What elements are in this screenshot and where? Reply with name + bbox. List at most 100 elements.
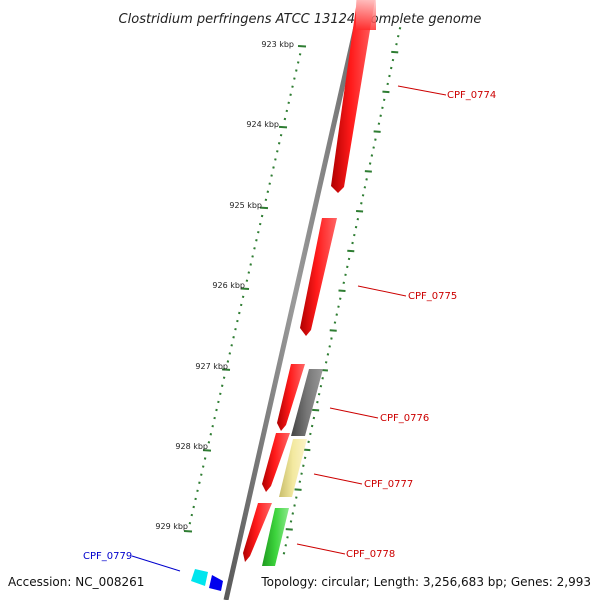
tick-label-929: 929 kbp	[155, 522, 188, 531]
minor-tick	[274, 158, 277, 161]
gene-cpf-0778[interactable]	[243, 503, 272, 562]
major-tick	[259, 206, 269, 210]
outer-major-tick	[382, 90, 390, 94]
minor-tick	[251, 255, 254, 258]
outer-minor-tick	[330, 337, 333, 340]
minor-tick	[289, 93, 292, 96]
outer-minor-tick	[365, 178, 368, 181]
gene-khaki-feature[interactable]	[279, 439, 307, 497]
outer-minor-tick	[374, 138, 377, 141]
outer-major-tick	[364, 170, 372, 173]
minor-tick	[257, 230, 260, 234]
genome-backbone	[223, 0, 365, 600]
minor-tick	[276, 150, 279, 153]
gene-label-cpf-0776[interactable]: CPF_0776	[380, 413, 429, 424]
outer-minor-tick	[295, 496, 298, 499]
minor-tick	[217, 400, 220, 404]
outer-minor-tick	[335, 313, 338, 316]
minor-tick	[298, 53, 302, 56]
minor-tick	[272, 166, 275, 169]
outer-minor-tick	[326, 353, 330, 356]
minor-tick	[226, 360, 230, 363]
gene-cpf-0777[interactable]	[262, 433, 290, 492]
outer-major-tick	[329, 329, 337, 332]
minor-tick	[190, 513, 194, 517]
minor-tick	[211, 424, 214, 428]
gene-green-feature[interactable]	[262, 508, 289, 566]
gene-cpf-0774-highlight	[356, 0, 376, 30]
outer-minor-tick	[396, 34, 400, 38]
minor-tick	[200, 473, 203, 476]
outer-minor-tick	[370, 154, 374, 157]
outer-major-tick	[356, 209, 364, 213]
gene-label-cpf-0777[interactable]: CPF_0777	[364, 479, 413, 490]
minor-tick	[188, 521, 192, 525]
outer-minor-tick	[324, 361, 328, 364]
outer-minor-tick	[302, 464, 305, 467]
minor-tick	[203, 457, 207, 460]
minor-tick	[215, 408, 218, 412]
outer-minor-tick	[391, 58, 395, 62]
outer-tick-track	[282, 27, 402, 555]
gene-cpf-0775[interactable]	[300, 218, 337, 336]
leader-cpf-0776	[329, 407, 379, 419]
leader-cpf-0775	[357, 285, 407, 297]
gene-label-cpf-0774[interactable]: CPF_0774	[447, 90, 496, 101]
map-title: Clostridium perfringens ATCC 13124, comp…	[119, 12, 482, 27]
minor-tick	[293, 77, 296, 80]
outer-minor-tick	[398, 27, 402, 30]
outer-minor-tick	[282, 552, 286, 555]
minor-tick	[238, 311, 241, 315]
tick-label-923: 923 kbp	[261, 40, 294, 49]
gene-labels: CPF_0774 CPF_0775 CPF_0776 CPF_0777 CPF_…	[83, 90, 496, 562]
minor-tick	[247, 271, 251, 274]
minor-tick	[279, 133, 283, 137]
forward-strand-genes	[243, 0, 376, 562]
outer-minor-tick	[286, 536, 289, 539]
major-tick	[297, 45, 307, 48]
outer-minor-tick	[312, 416, 316, 420]
minor-tick	[266, 190, 270, 193]
outer-minor-tick	[291, 512, 295, 515]
outer-major-tick	[347, 249, 355, 253]
minor-tick	[255, 239, 258, 242]
outer-minor-tick	[388, 74, 391, 78]
minor-tick	[201, 465, 205, 468]
gene-label-cpf-0778[interactable]: CPF_0778	[346, 549, 395, 560]
outer-minor-tick	[389, 66, 393, 70]
outer-minor-tick	[382, 98, 386, 102]
outer-major-tick	[294, 488, 302, 491]
minor-tick	[230, 344, 233, 347]
minor-tick	[295, 69, 298, 72]
minor-tick	[287, 101, 290, 105]
gene-gray-feature[interactable]	[291, 369, 323, 436]
tick-label-926: 926 kbp	[212, 281, 245, 290]
leader-cpf-0778	[296, 543, 346, 555]
outer-minor-tick	[300, 472, 303, 475]
gene-cpf-0774[interactable]	[331, 0, 375, 193]
outer-minor-tick	[381, 106, 384, 110]
outer-minor-tick	[298, 480, 302, 483]
major-tick	[240, 287, 250, 290]
gene-leader-lines	[131, 85, 447, 572]
gene-label-cpf-0779[interactable]: CPF_0779	[83, 551, 132, 562]
leader-cpf-0777	[313, 473, 363, 485]
gene-cpf-0776[interactable]	[277, 364, 305, 431]
outer-minor-tick	[360, 202, 363, 205]
gene-cpf-0779[interactable]	[191, 569, 208, 586]
minor-tick	[239, 303, 243, 307]
gene-blue-feature[interactable]	[209, 575, 223, 591]
minor-tick	[236, 319, 239, 323]
outer-major-tick	[312, 408, 320, 412]
gene-label-cpf-0775[interactable]: CPF_0775	[408, 291, 457, 302]
leader-cpf-0779	[131, 555, 181, 572]
outer-minor-tick	[310, 424, 314, 428]
minor-tick	[209, 433, 213, 436]
minor-tick	[207, 441, 211, 444]
minor-tick	[213, 416, 216, 420]
reverse-strand-genes	[191, 369, 323, 591]
outer-minor-tick	[346, 265, 349, 269]
outer-minor-tick	[293, 504, 296, 507]
outer-major-tick	[303, 448, 311, 452]
outer-minor-tick	[351, 241, 354, 245]
